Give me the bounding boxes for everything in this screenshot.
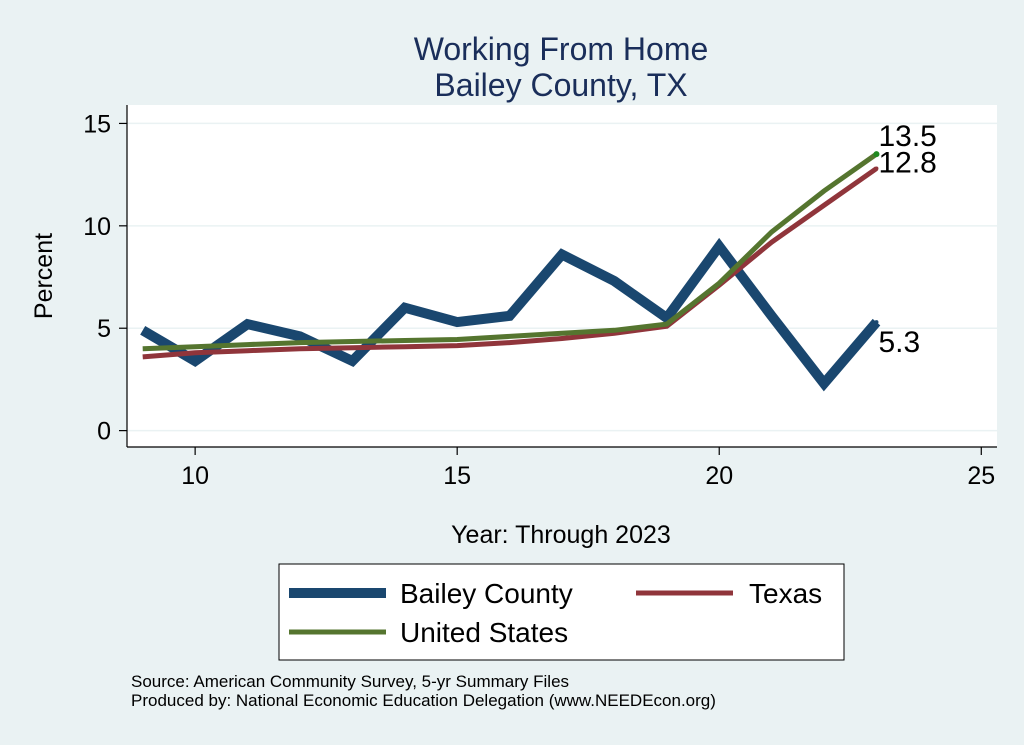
series-line-united-states	[142, 152, 878, 352]
legend-label-texas: Texas	[749, 578, 822, 609]
producer-note: Produced by: National Economic Education…	[131, 691, 716, 710]
chart-title-line1: Working From Home	[414, 31, 709, 67]
x-axis-ticks: 10 15 20 25	[181, 447, 995, 490]
end-label-bailey-county: 5.3	[878, 326, 920, 359]
plot-area	[127, 105, 997, 447]
legend-box	[278, 563, 845, 661]
series-end-marker	[874, 320, 879, 325]
end-value-labels: 5.3 12.813.5	[878, 120, 936, 359]
series-line-bailey-county	[140, 237, 881, 392]
x-axis-label: Year: Through 2023	[451, 521, 671, 549]
series-line-texas	[142, 166, 878, 360]
y-axis-ticks: 0 5 10 15	[83, 110, 127, 446]
y-tick-label: 5	[97, 315, 111, 343]
series-end-marker	[873, 151, 880, 158]
x-tick-label: 15	[443, 462, 471, 490]
chart-title-line2: Bailey County, TX	[434, 67, 687, 103]
legend-label-bailey-county: Bailey County	[400, 578, 573, 609]
y-tick-label: 10	[83, 213, 111, 241]
legend: Bailey County Texas United States	[278, 563, 845, 661]
x-tick-label: 10	[181, 462, 209, 490]
series-lines	[140, 151, 881, 392]
source-note: Source: American Community Survey, 5-yr …	[131, 672, 569, 691]
series-end-marker	[874, 166, 879, 171]
x-tick-label: 20	[705, 462, 733, 490]
x-tick-label: 25	[967, 462, 995, 490]
y-tick-label: 15	[83, 110, 111, 138]
y-axis-label: Percent	[30, 233, 58, 319]
y-tick-label: 0	[97, 418, 111, 446]
legend-label-united-states: United States	[400, 617, 568, 648]
end-label-united-states: 13.5	[878, 120, 936, 153]
end-label-texas: 12.8	[878, 146, 936, 179]
